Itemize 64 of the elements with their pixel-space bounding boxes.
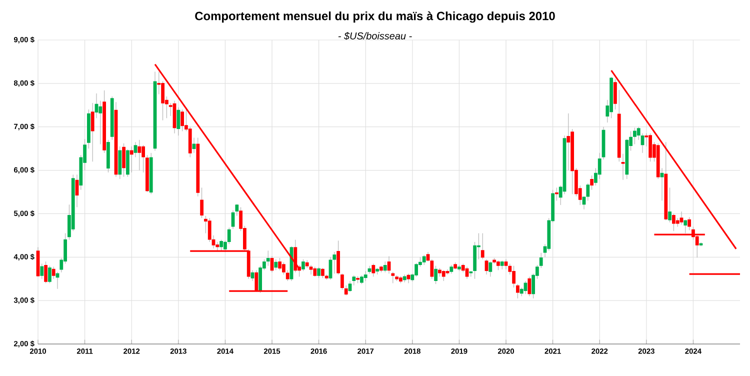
candlestick	[286, 270, 290, 282]
candlestick	[488, 261, 492, 277]
candlestick	[317, 266, 321, 278]
candlestick	[126, 149, 130, 178]
chart-title: Comportement mensuel du prix du maïs à Chicago depuis 2010	[195, 11, 555, 23]
candlestick	[56, 272, 60, 290]
chart-subtitle: - $US/boisseau -	[338, 32, 412, 40]
candlestick	[321, 268, 324, 278]
candlestick	[328, 256, 332, 280]
candlestick	[688, 216, 692, 230]
candlestick	[309, 264, 313, 275]
candlestick	[480, 233, 484, 260]
candlestick	[250, 270, 254, 282]
candlestick	[614, 78, 617, 110]
candlestick	[484, 259, 488, 275]
candlestick	[528, 276, 532, 296]
candlestick	[122, 143, 126, 178]
candlestick	[130, 146, 134, 173]
candlestick	[496, 260, 500, 270]
candlestick	[44, 261, 48, 284]
candlestick	[274, 259, 278, 270]
candlestick	[344, 285, 348, 296]
candlestick	[258, 266, 262, 294]
candlestick	[200, 187, 204, 218]
candlestick	[180, 109, 184, 132]
candlestick	[372, 263, 376, 277]
candlestick	[313, 266, 317, 277]
candlestick	[138, 140, 142, 171]
candlestick	[142, 144, 146, 173]
candlestick	[352, 275, 356, 286]
candlestick	[161, 81, 165, 121]
candlestick	[648, 133, 652, 162]
candlestick	[555, 187, 558, 201]
candlestick	[220, 240, 224, 251]
candlestick	[539, 252, 543, 268]
candlestick	[422, 254, 426, 266]
candlestick	[40, 263, 44, 280]
candlestick	[348, 280, 352, 292]
candlestick	[340, 273, 344, 290]
candlestick	[227, 227, 231, 244]
candlestick	[48, 266, 52, 284]
candlestick	[336, 240, 340, 275]
candlestick	[282, 262, 286, 275]
candlestick	[442, 270, 446, 282]
candlestick	[278, 258, 282, 270]
candlestick	[516, 284, 520, 299]
candlestick	[680, 211, 684, 225]
candlestick	[383, 261, 387, 273]
candlestick	[668, 187, 672, 223]
candlestick	[406, 273, 410, 284]
candlestick	[434, 266, 438, 284]
candlestick	[590, 175, 594, 190]
candlestick	[504, 259, 508, 270]
candlestick	[364, 270, 368, 282]
candlestick	[633, 127, 636, 144]
candlestick	[302, 259, 305, 272]
candlestick	[266, 250, 270, 266]
candlestick	[672, 213, 676, 232]
candlestick	[368, 266, 372, 274]
candlestick	[118, 146, 122, 180]
candlestick	[188, 126, 192, 158]
candlestick	[512, 266, 516, 288]
candlestick	[414, 262, 418, 277]
candlestick	[134, 142, 138, 158]
